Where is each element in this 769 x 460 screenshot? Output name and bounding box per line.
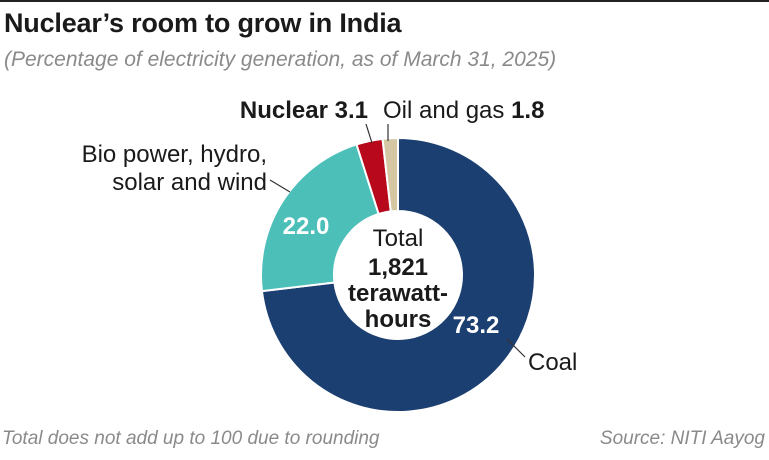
- leader-line-renewables: [269, 179, 291, 193]
- center-label-value: 1,821: [368, 254, 428, 281]
- slice-label-renewables-line2: solar and wind: [112, 169, 267, 196]
- slice-value-coal: 73.2: [453, 312, 500, 339]
- center-label-unit-2: hours: [365, 306, 432, 333]
- slice-label-renewables-line1: Bio power, hydro,: [82, 141, 267, 168]
- center-label-unit-1: terawatt-: [348, 280, 448, 307]
- slice-label-nuclear: Nuclear 3.1: [240, 97, 368, 124]
- chart-subtitle: (Percentage of electricity generation, a…: [4, 48, 557, 71]
- slice-label-oil-gas-name: Oil and gas: [383, 97, 504, 124]
- slice-label-coal: Coal: [528, 349, 577, 376]
- footnote: Total does not add up to 100 due to roun…: [2, 428, 380, 449]
- donut-slice-coal: [260, 136, 536, 413]
- leader-line-nuclear: [365, 123, 373, 144]
- chart-title: Nuclear’s room to grow in India: [4, 8, 402, 38]
- leader-line-coal: [506, 338, 526, 358]
- slice-label-nuclear-value: 3.1: [335, 97, 368, 124]
- donut-slice-renewables: [260, 143, 380, 293]
- source-note: Source: NITI Aayog: [599, 428, 765, 449]
- slice-label-nuclear-name: Nuclear: [240, 97, 328, 124]
- top-rule: [0, 0, 769, 2]
- slice-label-oil-gas: Oil and gas 1.8: [383, 97, 544, 124]
- slice-value-renewables: 22.0: [283, 213, 330, 240]
- center-label-total: Total: [373, 225, 424, 252]
- slice-label-oil-gas-value: 1.8: [511, 97, 544, 124]
- donut-slices: [260, 136, 536, 413]
